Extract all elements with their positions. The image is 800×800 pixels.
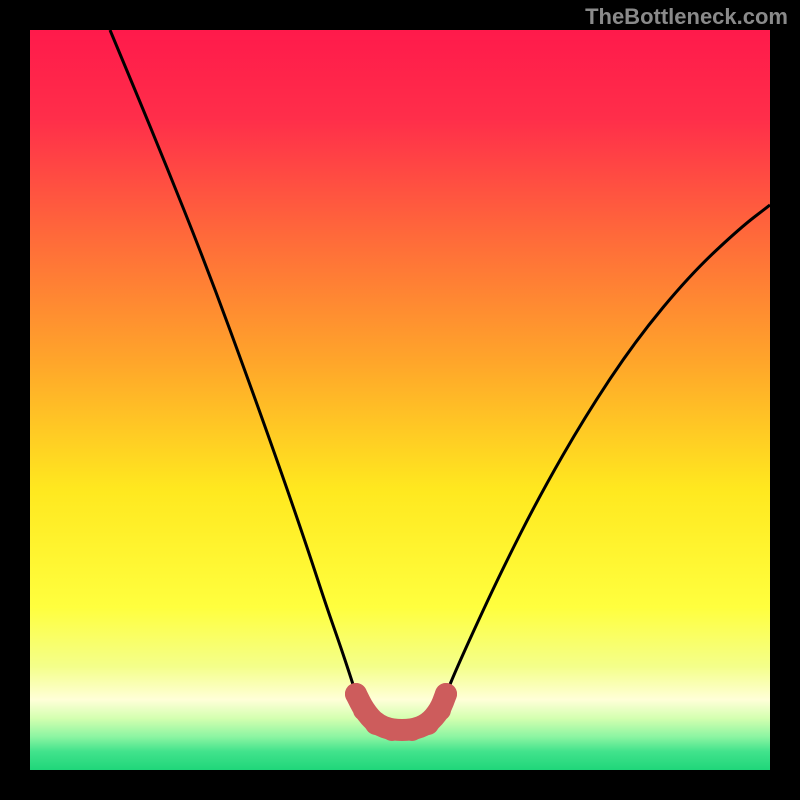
outer-frame: TheBottleneck.com	[0, 0, 800, 800]
gradient-background	[30, 30, 770, 770]
watermark-text: TheBottleneck.com	[585, 4, 788, 30]
chart-svg	[30, 30, 770, 770]
plot-area	[30, 30, 770, 770]
